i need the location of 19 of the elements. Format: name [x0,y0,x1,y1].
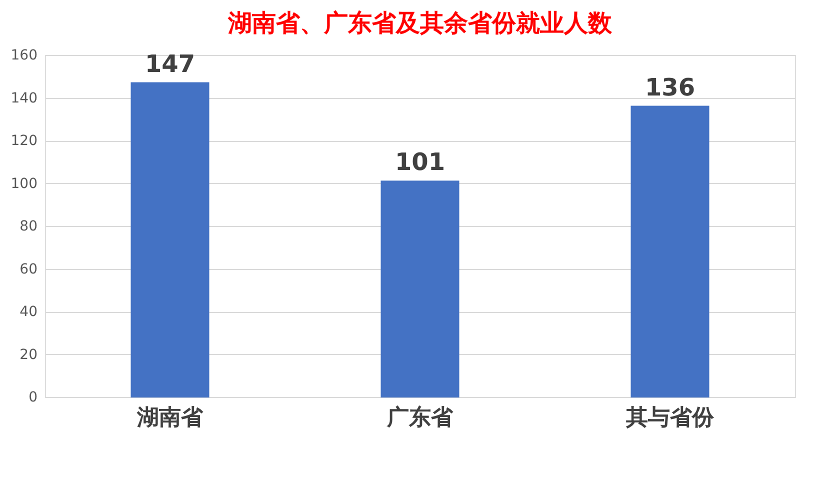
y-tick-label: 100 [10,176,38,192]
bar [630,106,710,398]
x-tick-label: 其与省份 [625,406,715,430]
x-tick-label: 湖南省 [136,406,204,430]
y-tick-label: 60 [20,261,38,278]
bar [130,82,210,398]
x-tick-label: 广东省 [386,404,454,430]
bar [380,180,460,398]
y-tick-label: 0 [28,390,38,406]
y-tick-label: 160 [10,48,38,64]
data-label: 147 [144,50,196,78]
y-tick-label: 120 [10,133,38,149]
y-tick-label: 80 [20,218,38,234]
y-tick-label: 20 [20,346,38,363]
data-label: 101 [394,148,446,176]
chart-title: 湖南省、广东省及其余省份就业人数 [227,9,613,37]
data-label: 136 [644,73,696,102]
y-tick-label: 40 [20,304,38,320]
y-tick-label: 140 [10,90,38,106]
